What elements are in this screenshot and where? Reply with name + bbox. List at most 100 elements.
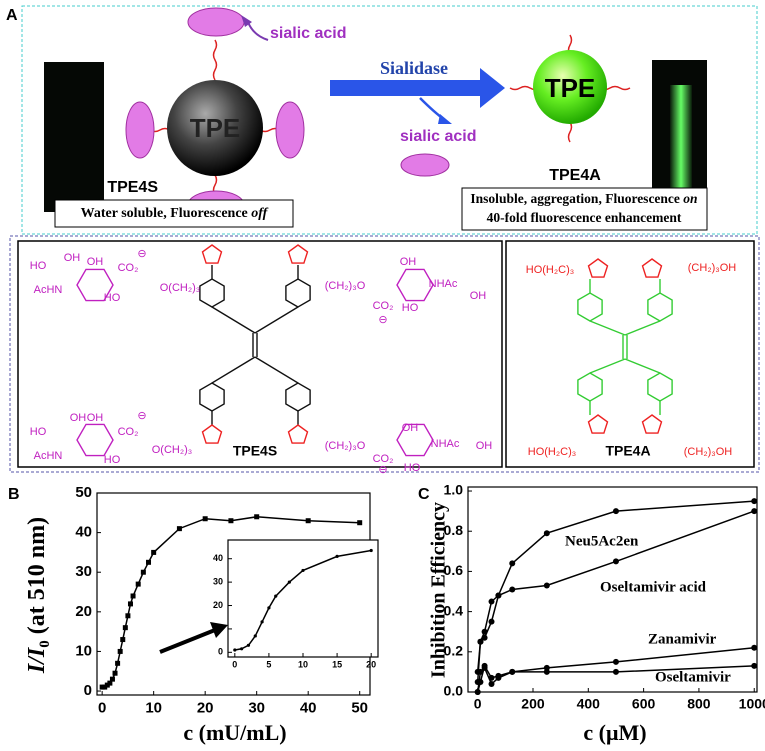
x-tick-label: 0 [474,695,482,711]
atom-label: O(CH₂)₃ [152,444,193,456]
data-point [202,516,208,522]
ring [577,292,603,322]
compound-name: TPE4A [605,443,650,459]
atom-label: CO₂ [373,453,394,465]
ring [285,382,311,412]
structure-box [17,240,503,468]
y-tick-label: 20 [213,600,223,610]
y-tick-label: 1.0 [444,482,464,498]
data-point [104,682,110,688]
atom-label: ⊖ [137,248,146,260]
x-tick-label: 600 [632,695,656,711]
data-point [509,560,516,567]
compound-name: TPE4S [233,443,277,459]
data-point [495,592,502,599]
core-label: TPE [545,73,596,103]
y-axis-label-part: 0 [37,640,53,648]
structure-box [505,240,755,468]
sialic-acid-label: sialic acid [400,128,477,145]
ring [199,382,225,412]
data-point [267,606,271,610]
ring [287,244,309,264]
data-point [612,668,619,675]
atom-label: (CH₂)₃OH [688,262,737,274]
data-point [543,582,550,589]
ring [647,292,673,322]
y-tick-label: 0.8 [444,522,464,538]
ring [76,268,114,302]
data-point [751,662,758,669]
ring [285,278,311,308]
caption: Water soluble, Fluorescence off [81,206,269,221]
ring [641,414,663,434]
data-point [109,676,115,682]
x-tick-label: 200 [521,695,545,711]
atom-label: ⊖ [378,464,387,476]
series-label: Zanamivir [648,631,717,647]
enzyme-label: Sialidase [380,58,448,78]
bond [624,320,661,336]
data-point [335,554,339,558]
data-point [495,672,502,679]
data-point [135,581,141,587]
x-axis-label: c (μM) [583,720,646,745]
data-point [151,549,157,555]
arrow-head [241,15,252,27]
caption-text: Water soluble, Fluorescence [81,206,252,221]
data-point [509,586,516,593]
x-tick-label: 40 [300,699,317,716]
atom-label: CO₂ [373,300,394,312]
caption-box [461,187,708,231]
ring [587,414,609,434]
ring [201,244,223,264]
atom-label: CO₂ [118,426,139,438]
data-point [488,618,495,625]
panel-frame [21,5,758,235]
data-point [488,598,495,605]
y-tick-label: 0 [84,682,92,699]
ring [201,424,223,444]
data-point [543,668,550,675]
ring [587,258,609,278]
atom-label: (CH₂)₃O [325,280,366,292]
atom-label: AcHN [34,284,63,296]
y-tick-label: 30 [213,576,223,586]
y-axis-label-part: (at 510 nm) [24,517,50,640]
x-tick-label: 0 [232,659,237,669]
ring [647,372,673,402]
bond [254,306,299,334]
data-point [488,680,495,687]
atom-label: OH [470,290,487,302]
x-tick-label: 400 [577,695,601,711]
data-point [115,660,121,666]
x-tick-label: 5 [266,659,271,669]
data-point [122,625,128,631]
ring [577,372,603,402]
data-point [751,498,758,505]
inset-arrow [159,628,216,654]
data-point [253,634,257,638]
data-point [112,670,118,676]
data-point [612,508,619,515]
atom-label: ⊖ [137,410,146,422]
x-tick-label: 10 [298,659,308,669]
bond [211,356,256,384]
bond [254,356,299,384]
y-tick-label: 40 [213,553,223,563]
y-tick-label: 40 [75,524,92,541]
vial-on [670,85,692,205]
atom-label: OH [87,256,104,268]
data-point [751,508,758,515]
data-point [612,558,619,565]
atom-label: OH [476,440,493,452]
data-point [481,628,488,635]
y-axis-label: I/I0 (at 510 nm) [24,517,54,674]
x-tick-label: 20 [366,659,376,669]
data-point [274,594,278,598]
atom-label: HO [30,426,47,438]
data-point [117,648,123,654]
atom-label: HO [104,292,121,304]
caption: Insoluble, aggregation, Fluorescence on [470,191,697,206]
